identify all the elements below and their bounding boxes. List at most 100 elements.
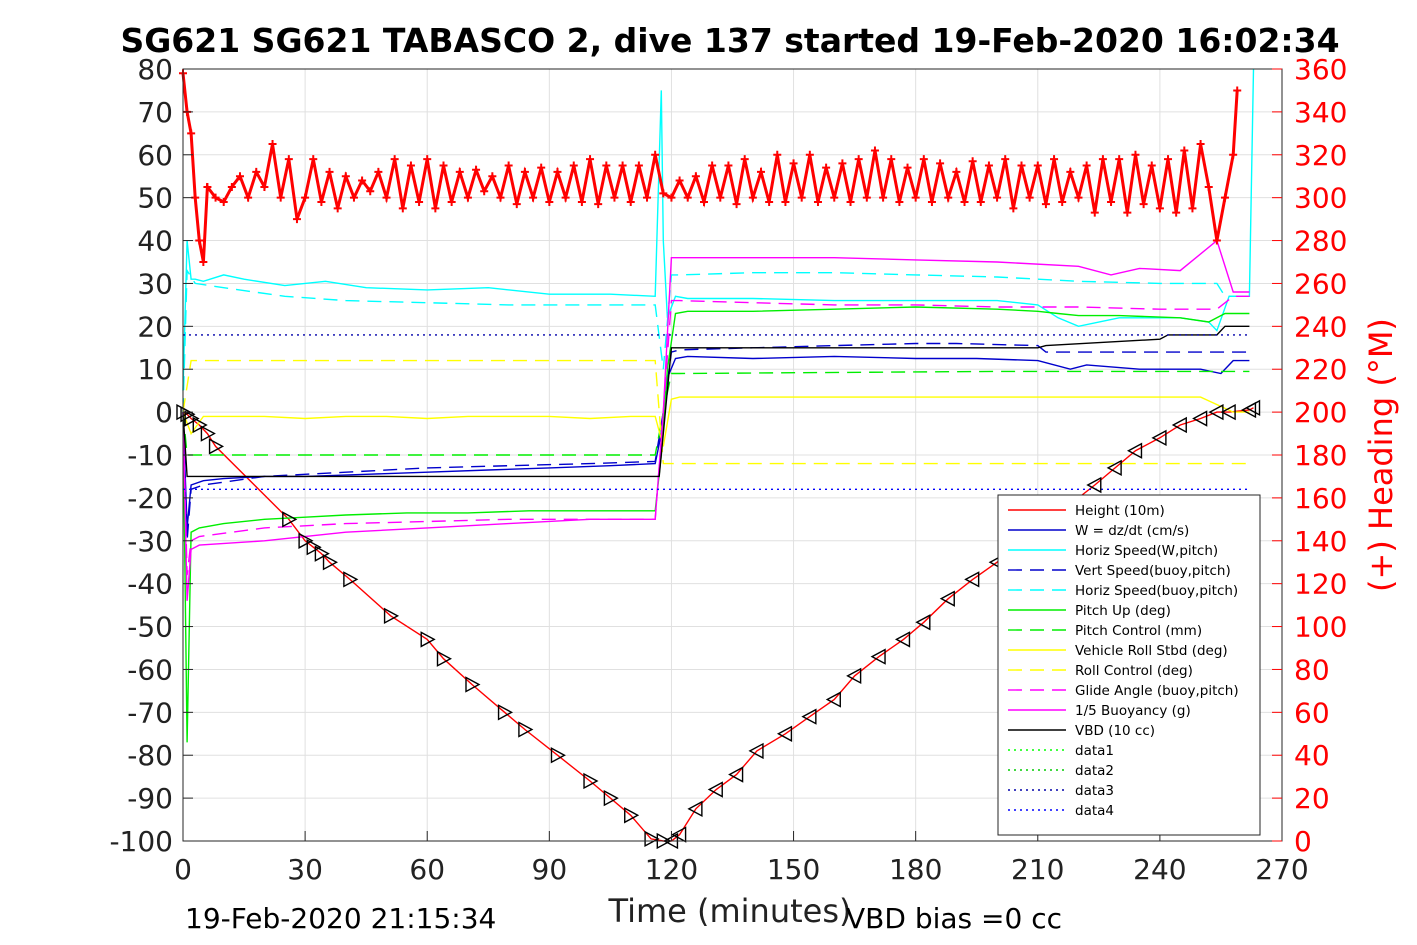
y-tick-label: -80 [127, 739, 173, 772]
depth-marker [420, 631, 436, 648]
heading-marker [252, 167, 261, 176]
heading-marker [472, 165, 481, 174]
depth-marker [200, 425, 216, 442]
x-tick-label: 90 [532, 853, 568, 886]
depth-marker [624, 807, 640, 824]
heading-marker [887, 155, 896, 164]
y-tick-label: -50 [127, 611, 173, 644]
heading-marker [1147, 161, 1156, 170]
depth-marker [465, 676, 481, 693]
depth-marker [687, 800, 703, 818]
legend-label: data2 [1075, 763, 1114, 779]
series-vehicle-roll-stbd-deg [182, 396, 1250, 447]
legend: Height (10m) W = dz/dt (cm/s) Horiz Speed(… [997, 494, 1261, 836]
y-tick-label: 50 [137, 182, 173, 215]
legend-label: 1/5 Buoyancy (g) [1075, 703, 1191, 719]
heading-marker [1090, 208, 1099, 217]
heading-marker [984, 161, 993, 170]
y-tick-label: -30 [127, 525, 173, 558]
x-axis-label: Time (minutes) [608, 892, 852, 930]
series-horiz-speed-w-pitch [182, 68, 1255, 391]
heading-marker [936, 159, 945, 168]
y2-tick-label: 160 [1294, 482, 1347, 515]
heading-marker [199, 258, 208, 266]
y-tick-label: 20 [137, 310, 173, 343]
heading-marker [577, 197, 586, 206]
heading-marker [1041, 200, 1050, 209]
heading-marker [1050, 155, 1059, 164]
heading-marker [1107, 197, 1116, 206]
series-glide-angle-buoy-pitch [182, 295, 1250, 576]
heading-marker [504, 161, 513, 170]
heading-marker [952, 167, 961, 176]
heading-marker [235, 172, 244, 181]
heading-marker [683, 193, 692, 202]
y2-tick-label: 0 [1294, 825, 1312, 858]
heading-marker [1164, 155, 1173, 164]
series-roll-control-deg [182, 359, 1250, 465]
legend-label: Vehicle Roll Stbd (deg) [1075, 643, 1228, 659]
legend-label: Glide Angle (buoy,pitch) [1075, 683, 1239, 699]
heading-marker [276, 193, 285, 202]
heading-marker [708, 161, 717, 170]
y2-tick-label: 300 [1294, 182, 1347, 215]
heading-marker [439, 161, 448, 170]
heading-marker [374, 167, 383, 176]
depth-marker [322, 554, 339, 571]
heading-marker [740, 155, 749, 164]
heading-marker [1139, 200, 1148, 209]
depth-marker [1171, 416, 1187, 434]
heading-marker [765, 197, 774, 206]
x-tick-label: 240 [1133, 853, 1186, 886]
y-axis-ticks: 80 70 60 50 40 30 20 10 0 -10 -20 -30 -40 -50 -60 -70 -8… [109, 53, 193, 858]
depth-marker [192, 416, 208, 434]
heading-marker [1017, 161, 1026, 170]
y2-tick-label: 140 [1294, 525, 1347, 558]
heading-marker [781, 197, 790, 206]
heading-marker [398, 204, 407, 213]
heading-marker [333, 204, 342, 213]
y2-axis-label: (+) Heading (°M) [1362, 318, 1400, 592]
heading-marker [488, 172, 497, 181]
heading-marker [651, 150, 660, 159]
depth-marker [846, 667, 862, 685]
heading-marker [1115, 155, 1124, 164]
legend-label: VBD (10 cc) [1075, 723, 1155, 739]
depth-marker [1086, 476, 1102, 494]
depth-marker [518, 721, 534, 738]
y-tick-label: 60 [137, 139, 173, 172]
depth-marker [728, 766, 744, 783]
heading-marker [415, 197, 424, 206]
y-tick-label: 70 [137, 96, 173, 129]
x-tick-label: 30 [287, 853, 323, 886]
heading-marker [244, 193, 253, 202]
y2-tick-label: 280 [1294, 225, 1347, 258]
heading-marker [862, 193, 871, 202]
legend-label: W = dz/dt (cm/s) [1075, 523, 1189, 539]
heading-marker [846, 197, 855, 206]
heading-marker [1009, 204, 1018, 213]
heading-marker [797, 193, 806, 202]
heading-marker [390, 155, 399, 164]
x-tick-label: 180 [889, 853, 942, 886]
y2-tick-label: 220 [1294, 353, 1347, 386]
heading-marker [1229, 150, 1238, 159]
legend-label: Pitch Control (mm) [1075, 623, 1202, 639]
heading-marker [496, 193, 505, 202]
y-tick-label: 80 [137, 53, 173, 86]
heading-marker [870, 146, 879, 155]
heading-marker [822, 163, 831, 172]
legend-label: Height (10m) [1075, 503, 1165, 519]
legend-label: Vert Speed(buoy,pitch) [1075, 563, 1231, 579]
heading-marker [854, 155, 863, 164]
y2-axis-ticks: 3603403203002802602402202001801601401201… [1272, 53, 1347, 858]
heading-marker [317, 197, 326, 206]
heading-marker [903, 163, 912, 172]
depth-marker [1106, 459, 1122, 477]
heading-marker [1098, 155, 1107, 164]
heading-marker [1204, 182, 1213, 191]
y2-tick-label: 100 [1294, 611, 1347, 644]
depth-marker [870, 648, 886, 665]
heading-marker [545, 197, 554, 206]
